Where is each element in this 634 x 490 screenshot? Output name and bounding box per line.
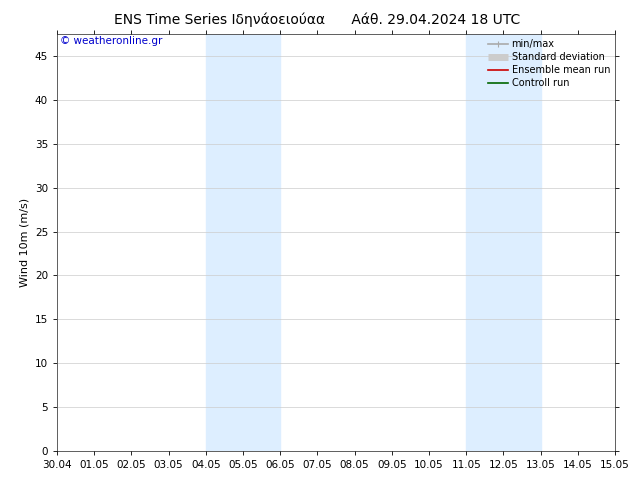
Text: © weatheronline.gr: © weatheronline.gr (60, 36, 162, 47)
Y-axis label: Wind 10m (m/s): Wind 10m (m/s) (19, 198, 29, 287)
Legend: min/max, Standard deviation, Ensemble mean run, Controll run: min/max, Standard deviation, Ensemble me… (486, 36, 613, 91)
Bar (206, 34, 243, 451)
Bar (243, 34, 280, 451)
Bar (466, 34, 503, 451)
Text: ENS Time Series Ιδηνάοειούαα      Αάθ. 29.04.2024 18 UTC: ENS Time Series Ιδηνάοειούαα Αάθ. 29.04.… (114, 12, 520, 27)
Bar (503, 34, 541, 451)
